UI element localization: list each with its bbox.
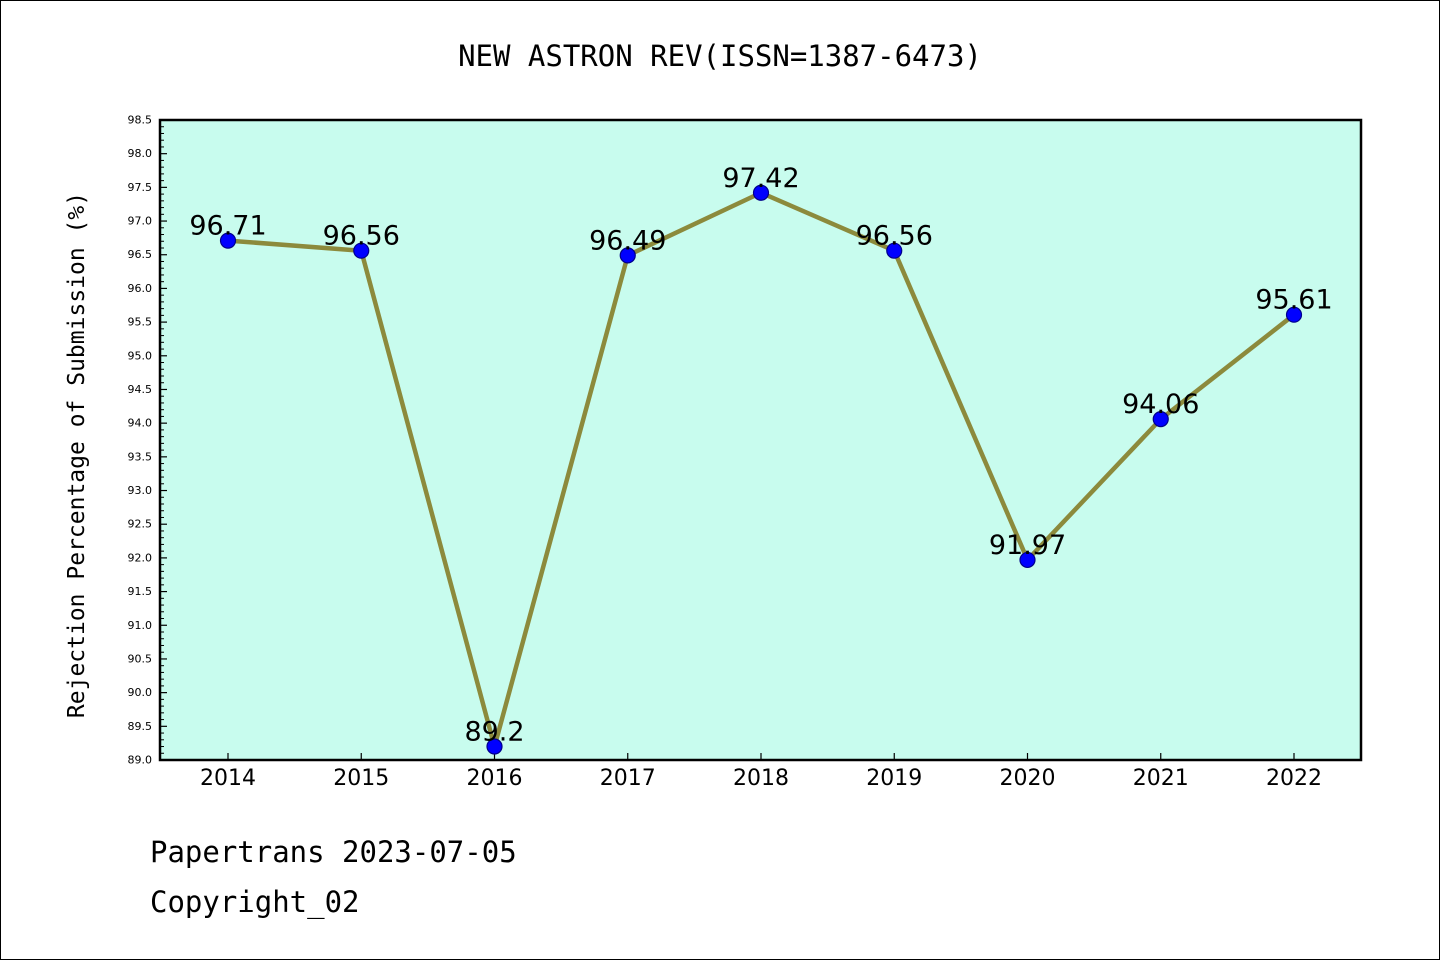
data-labels: 96.71 96.56 89.2 96.49 97.42 96.56 91.97 94.06 9…: [189, 163, 1332, 748]
series-markers: [219, 184, 1303, 755]
data-label: 97.42: [722, 163, 799, 194]
y-tick-label: 96.5: [128, 248, 153, 261]
data-point: [1152, 411, 1169, 428]
y-tick-label: 93.5: [128, 450, 153, 463]
y-tick-label: 91.0: [128, 619, 153, 632]
y-tick-label: 89.0: [128, 754, 153, 767]
y-tick-label: 97.0: [128, 215, 153, 228]
data-label: 91.97: [989, 530, 1066, 561]
data-point: [1285, 306, 1303, 323]
plot-area: [158, 118, 1363, 762]
data-point: [619, 247, 636, 264]
footer-copyright: Copyright_02: [150, 885, 360, 919]
data-label: 96.49: [589, 225, 666, 256]
y-axis: 89.0 89.5 90.0 90.5 91.0 91.5 92.0 92.5 93.0 93.5…: [128, 114, 167, 767]
data-point: [353, 242, 370, 259]
data-label: 96.71: [189, 211, 266, 242]
y-tick-label: 94.0: [128, 417, 153, 430]
data-label: 94.06: [1122, 389, 1199, 420]
data-label: 96.56: [323, 221, 400, 252]
data-label: 96.56: [856, 221, 933, 252]
data-point: [486, 738, 503, 755]
footer-source: Papertrans 2023-07-05: [150, 835, 517, 869]
y-tick-label: 90.0: [128, 686, 153, 699]
x-tick-label: 2022: [1266, 766, 1322, 791]
y-tick-label: 91.5: [128, 585, 153, 598]
y-tick-label: 98.5: [128, 114, 153, 127]
y-tick-label: 96.0: [128, 282, 153, 295]
data-point: [219, 232, 237, 249]
x-tick-label: 2020: [1000, 766, 1056, 791]
y-tick-label: 95.0: [128, 349, 153, 362]
y-axis-label: Rejection Percentage of Submission (%): [64, 192, 90, 718]
y-tick-label: 98.0: [128, 147, 153, 160]
data-point: [886, 242, 903, 259]
data-label: 95.61: [1255, 285, 1332, 316]
data-point: [752, 184, 770, 201]
y-tick-label: 89.5: [128, 720, 153, 733]
x-tick-label: 2017: [600, 766, 656, 791]
data-label: 89.2: [464, 717, 524, 748]
data-point: [1019, 551, 1036, 569]
y-tick-label: 92.5: [128, 518, 153, 531]
x-tick-label: 2021: [1133, 766, 1189, 791]
chart-title: NEW ASTRON REV(ISSN=1387-6473): [458, 39, 982, 73]
x-tick-label: 2015: [333, 766, 389, 791]
y-tick-label: 94.5: [128, 383, 153, 396]
x-tick-label: 2014: [200, 766, 256, 791]
y-tick-label: 93.0: [128, 484, 153, 497]
y-tick-label: 95.5: [128, 316, 153, 329]
y-tick-label: 90.5: [128, 652, 153, 665]
x-tick-label: 2016: [467, 766, 523, 791]
x-axis: 2014 2015 2016 2017 2018 2019 2020 2021 2022: [200, 753, 1322, 791]
x-tick-label: 2018: [733, 766, 789, 791]
y-tick-label: 97.5: [128, 181, 153, 194]
y-tick-label: 92.0: [128, 551, 153, 564]
x-tick-label: 2019: [866, 766, 922, 791]
